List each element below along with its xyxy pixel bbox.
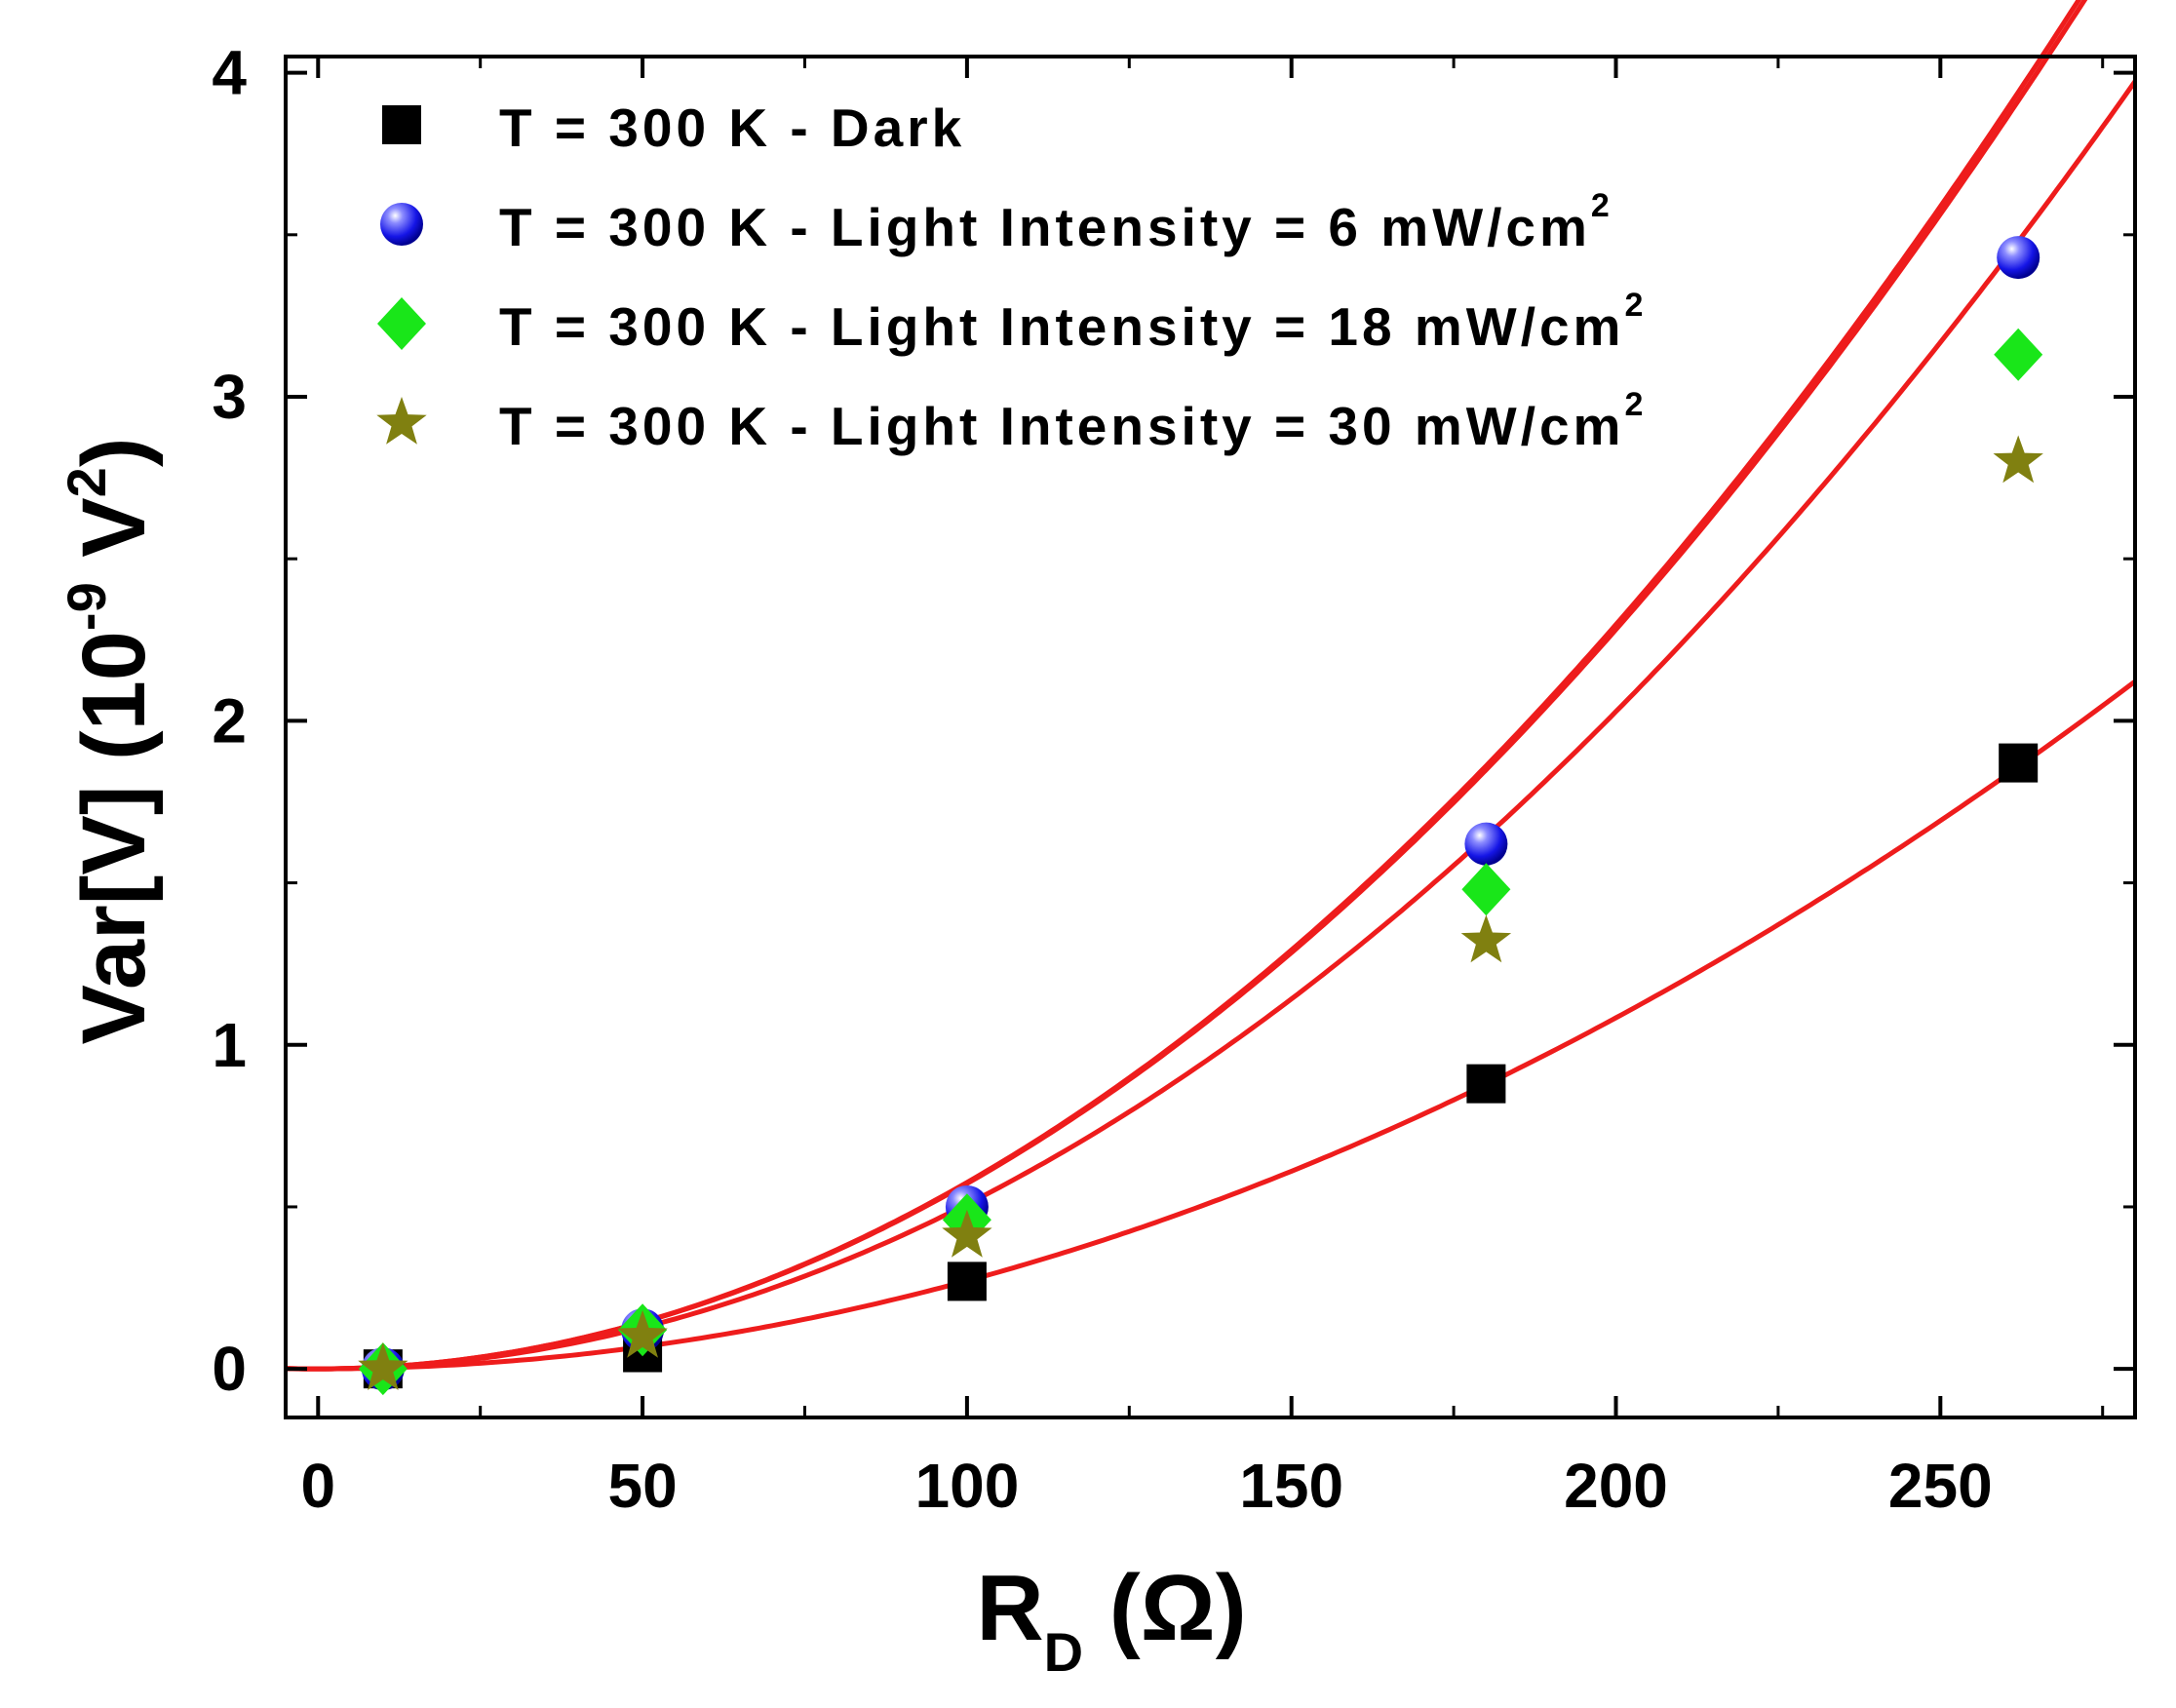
y-tick-label: 4 <box>212 38 247 108</box>
data-point-diamond <box>1461 863 1511 916</box>
data-point-sphere <box>1464 822 1508 866</box>
data-point-star <box>358 1342 408 1390</box>
x-axis-title-subscript: D <box>1044 1621 1083 1683</box>
fit-curves <box>285 0 2138 1372</box>
data-point-sphere <box>1997 236 2040 280</box>
x-axis-title: RD (Ω) <box>976 1556 1246 1683</box>
x-axis-title-unit: (Ω) <box>1109 1556 1247 1660</box>
data-markers <box>358 236 2043 1396</box>
fit-curve <box>285 679 2137 1372</box>
y-axis-ticks: 0 1 2 3 4 <box>212 38 2135 1404</box>
legend-label: T = 300 K - Dark <box>499 97 965 158</box>
plot-frame <box>284 55 2137 1419</box>
x-tick-label: 0 <box>300 1451 335 1521</box>
data-point-star <box>942 1209 992 1258</box>
data-point-square <box>947 1262 987 1301</box>
fit-curve <box>285 80 2138 1372</box>
y-tick-label: 1 <box>212 1010 247 1080</box>
legend-label: T = 300 K - Light Intensity = 30 mW/cm2 <box>499 386 1647 456</box>
legend: T = 300 K - Dark T = 300 K - Light Intens… <box>376 97 1647 456</box>
x-axis-ticks: 0 50 100 150 200 250 <box>300 57 2105 1521</box>
legend-label: T = 300 K - Light Intensity = 6 mW/cm2 <box>499 187 1613 257</box>
y-axis-title-mid: V <box>64 497 164 582</box>
y-axis-title-main: Var[V] (10 <box>64 631 164 1044</box>
data-point-square <box>1466 1064 1506 1104</box>
y-axis-title-exponent-2: 2 <box>56 467 117 497</box>
x-tick-label: 200 <box>1564 1451 1668 1521</box>
y-axis-title-exponent: -9 <box>56 582 117 631</box>
x-tick-label: 150 <box>1239 1451 1343 1521</box>
data-point-star <box>1993 435 2043 484</box>
data-point-star <box>617 1309 668 1358</box>
x-tick-label: 100 <box>915 1451 1020 1521</box>
x-tick-label: 250 <box>1888 1451 1993 1521</box>
data-point-star <box>1460 914 1512 963</box>
y-axis-title: Var[V] (10-9 V2) <box>56 438 164 1045</box>
y-tick-label: 0 <box>212 1334 247 1404</box>
legend-marker-square <box>382 105 421 144</box>
x-axis-title-main: R <box>976 1556 1043 1660</box>
y-tick-label: 2 <box>212 685 247 756</box>
x-tick-label: 50 <box>607 1451 677 1521</box>
y-axis-title-end: ) <box>64 438 164 468</box>
y-tick-label: 3 <box>212 362 247 432</box>
data-point-diamond <box>1994 328 2043 381</box>
fit-curve <box>285 0 2082 1372</box>
legend-label: T = 300 K - Light Intensity = 18 mW/cm2 <box>499 287 1647 357</box>
data-point-square <box>1999 743 2039 783</box>
legend-marker-star <box>376 397 427 445</box>
legend-marker-sphere <box>380 203 423 246</box>
legend-marker-diamond <box>377 297 426 350</box>
